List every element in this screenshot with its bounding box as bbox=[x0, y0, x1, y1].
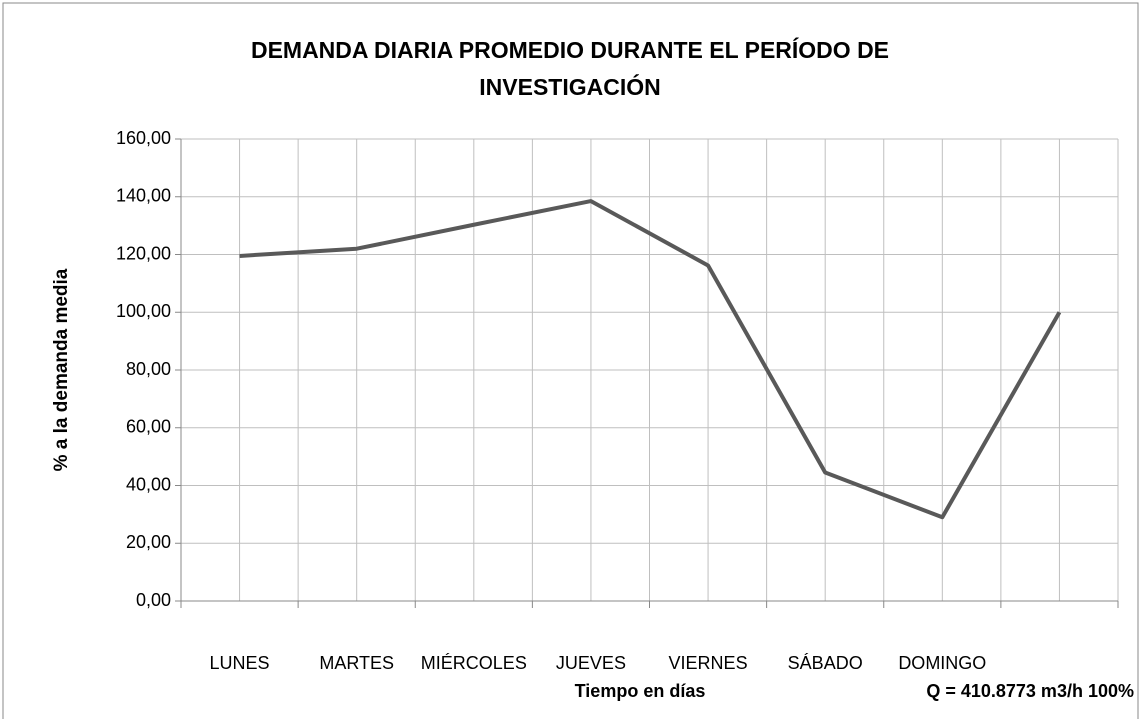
y-tick-label: 120,00 bbox=[116, 243, 171, 263]
y-tick-label: 20,00 bbox=[126, 532, 171, 552]
y-tick-label: 80,00 bbox=[126, 359, 171, 379]
annotation: Q = 410.8773 m3/h 100% bbox=[926, 681, 1134, 701]
y-axis-label: % a la demanda media bbox=[51, 268, 72, 471]
x-axis-label: Tiempo en días bbox=[575, 681, 706, 701]
y-tick-label: 40,00 bbox=[126, 474, 171, 494]
y-tick-label: 0,00 bbox=[136, 590, 171, 610]
x-tick-label: JUEVES bbox=[556, 653, 626, 673]
chart-title: DEMANDA DIARIA PROMEDIO DURANTE EL PERÍO… bbox=[250, 37, 890, 100]
y-tick-label: 100,00 bbox=[116, 301, 171, 321]
y-tick-label: 160,00 bbox=[116, 128, 171, 148]
y-tick-label: 60,00 bbox=[126, 417, 171, 437]
x-tick-label: MARTES bbox=[319, 653, 394, 673]
x-tick-label: MIÉRCOLES bbox=[421, 653, 527, 673]
y-tick-label: 140,00 bbox=[116, 186, 171, 206]
x-tick-label: DOMINGO bbox=[898, 653, 986, 673]
x-tick-label: VIERNES bbox=[669, 653, 748, 673]
x-tick-label: LUNES bbox=[210, 653, 270, 673]
x-tick-label: SÁBADO bbox=[788, 653, 863, 673]
series-line bbox=[239, 199, 1062, 520]
